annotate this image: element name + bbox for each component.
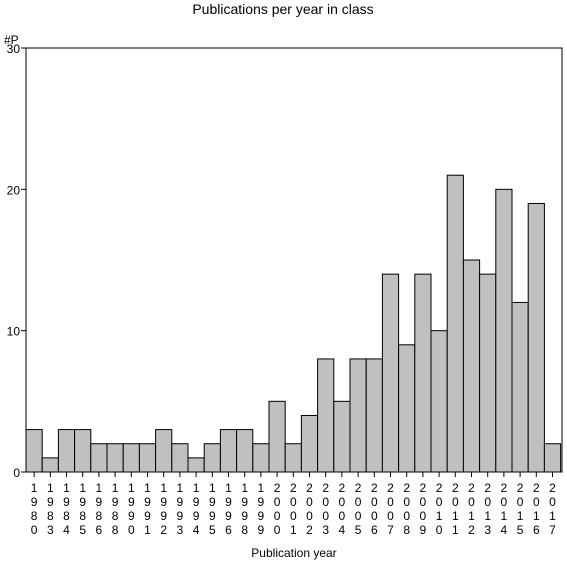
bar-1995 [203, 443, 221, 473]
y-tick-label: 10 [7, 325, 21, 339]
bar-2011 [446, 174, 464, 473]
bar-2005 [349, 358, 367, 473]
bar-1985 [74, 429, 92, 473]
bar-2002 [300, 414, 319, 473]
bar-2009 [414, 273, 432, 473]
bar-2001 [284, 443, 302, 473]
bar-1992 [155, 429, 173, 473]
y-tick-label: 20 [7, 183, 21, 197]
bar-1984 [57, 429, 76, 473]
plot-frame [25, 47, 563, 473]
y-tick-label: 0 [13, 466, 20, 480]
bar-2014 [495, 188, 513, 473]
y-axis-ticks: 0 10 20 30 [7, 42, 26, 480]
bar-2012 [462, 259, 481, 473]
bar-1998 [236, 429, 254, 473]
y-axis-label: #P [4, 33, 19, 47]
x-axis-label: Publication year [251, 546, 336, 560]
bar-2006 [365, 358, 383, 473]
bar-2013 [479, 273, 497, 473]
bar-1993 [171, 443, 189, 473]
bar-1983 [41, 457, 59, 473]
bar-2004 [333, 400, 351, 473]
bar-2008 [398, 344, 416, 473]
bar-1999 [252, 443, 270, 473]
bar-2003 [317, 358, 335, 473]
bar-2010 [430, 330, 448, 473]
bar-1996 [219, 429, 238, 473]
bar-2007 [381, 273, 400, 473]
bar-2017 [543, 443, 562, 473]
bar-1980 [25, 429, 43, 473]
bar-2016 [527, 202, 545, 473]
bar-1990 [122, 443, 140, 473]
bar-1986 [90, 443, 108, 473]
bar-1991 [138, 443, 157, 473]
x-axis-ticks: 1 9 8 0 1 9 8 3 1 9 8 4 1 9 8 5 1 9 8 6 1 9 8 8 1 9 9 0 1 9 9 1 1 9 9 2 1 9 9 3… [31, 472, 556, 537]
y-tick-label: 30 [7, 42, 21, 56]
bars-layer [25, 174, 562, 473]
bar-1994 [187, 457, 205, 473]
bar-1988 [106, 443, 124, 473]
bar-2015 [511, 301, 529, 473]
chart-title: Publications per year in class [192, 1, 373, 17]
bar-2000 [268, 400, 286, 473]
